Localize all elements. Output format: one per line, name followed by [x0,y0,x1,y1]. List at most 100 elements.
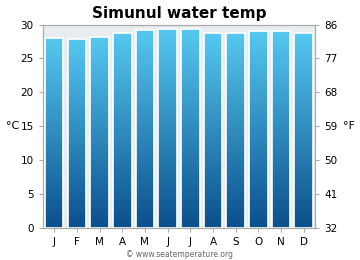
Bar [181,61,199,62]
Bar [136,87,154,88]
Bar [113,133,131,134]
Bar [294,196,313,197]
Bar [45,161,63,162]
Bar [113,162,131,163]
Bar [136,211,154,212]
Bar [45,62,63,63]
Bar [136,53,154,54]
Bar [181,144,199,145]
Bar [294,198,313,199]
Bar [45,207,63,208]
Bar [249,155,268,156]
Bar [249,37,268,38]
Bar [158,29,177,228]
Bar [226,218,245,219]
Bar [113,83,131,84]
Bar [204,119,222,120]
Bar [249,144,268,145]
Bar [68,138,86,139]
Bar [113,215,131,216]
Bar [45,109,63,110]
Bar [272,78,291,79]
Bar [136,60,154,61]
Bar [90,148,109,149]
Bar [204,37,222,38]
Bar [272,182,291,183]
Bar [249,61,268,62]
Bar [113,122,131,123]
Bar [45,74,63,75]
Bar [113,213,131,214]
Bar [181,74,199,75]
Bar [226,173,245,174]
Bar [272,48,291,49]
Bar [204,128,222,129]
Bar [90,125,109,126]
Bar [294,77,313,78]
Bar [272,61,291,62]
Bar [90,159,109,160]
Bar [136,68,154,69]
Bar [272,215,291,216]
Bar [249,201,268,202]
Bar [113,200,131,201]
Bar [113,43,131,44]
Bar [249,72,268,73]
Bar [90,179,109,180]
Bar [90,109,109,110]
Bar [249,139,268,140]
Bar [90,72,109,73]
Bar [226,150,245,151]
Bar [90,181,109,182]
Bar [136,97,154,98]
Bar [68,51,86,52]
Bar [294,188,313,189]
Bar [136,193,154,194]
Bar [181,188,199,189]
Bar [181,29,199,30]
Bar [136,195,154,196]
Bar [45,106,63,107]
Bar [294,71,313,72]
Bar [158,100,177,101]
Bar [136,39,154,40]
Bar [294,146,313,147]
Bar [45,136,63,138]
Bar [226,113,245,114]
Bar [113,168,131,169]
Bar [113,35,131,36]
Bar [272,126,291,127]
Bar [45,151,63,152]
Bar [136,176,154,177]
Bar [45,176,63,177]
Bar [113,69,131,70]
Bar [158,120,177,121]
Bar [272,44,291,45]
Bar [226,65,245,66]
Bar [158,112,177,113]
Bar [226,54,245,55]
Bar [294,218,313,219]
Bar [294,213,313,214]
Bar [294,94,313,95]
Bar [136,37,154,38]
Bar [181,190,199,191]
Bar [113,222,131,223]
Bar [68,216,86,217]
Bar [90,226,109,227]
Bar [249,193,268,194]
Bar [294,82,313,83]
Bar [181,165,199,166]
Bar [181,114,199,115]
Bar [158,189,177,190]
Bar [90,198,109,199]
Bar [136,181,154,182]
Bar [294,45,313,46]
Bar [68,120,86,121]
Bar [204,76,222,77]
Bar [136,74,154,75]
Bar [181,227,199,228]
Bar [204,95,222,96]
Bar [204,131,222,132]
Bar [90,105,109,106]
